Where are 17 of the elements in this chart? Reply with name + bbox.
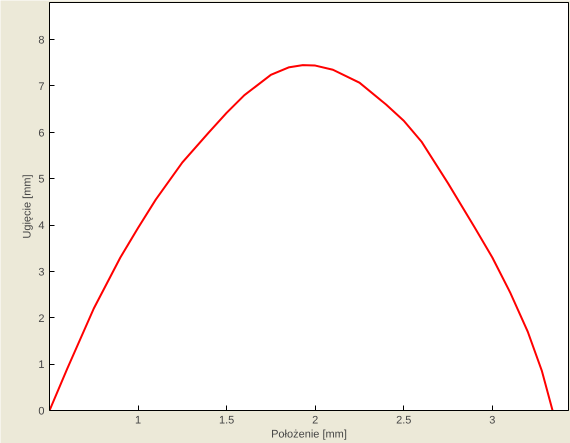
x-tick-label: 1.5 [218,414,234,426]
y-tick-label: 1 [38,359,45,372]
line-series [50,64,554,410]
x-tick-label: 2 [312,414,318,426]
x-tick-label: 2.5 [396,414,412,426]
y-tick-label: 6 [38,127,45,140]
x-tick-label: 3 [489,414,496,426]
y-tick-label: 7 [38,80,45,93]
y-tick-label: 8 [38,34,45,47]
y-axis-title: Ugięcie [mm] [21,174,34,239]
x-axis-title: Położenie [mm] [271,428,347,440]
y-tick-label: 4 [38,220,45,232]
x-tick-label: 1 [135,414,142,426]
y-tick-label: 3 [38,266,45,278]
y-tick-label: 5 [38,174,45,186]
y-tick-label: 0 [38,406,45,418]
y-tick-label: 2 [38,312,45,325]
